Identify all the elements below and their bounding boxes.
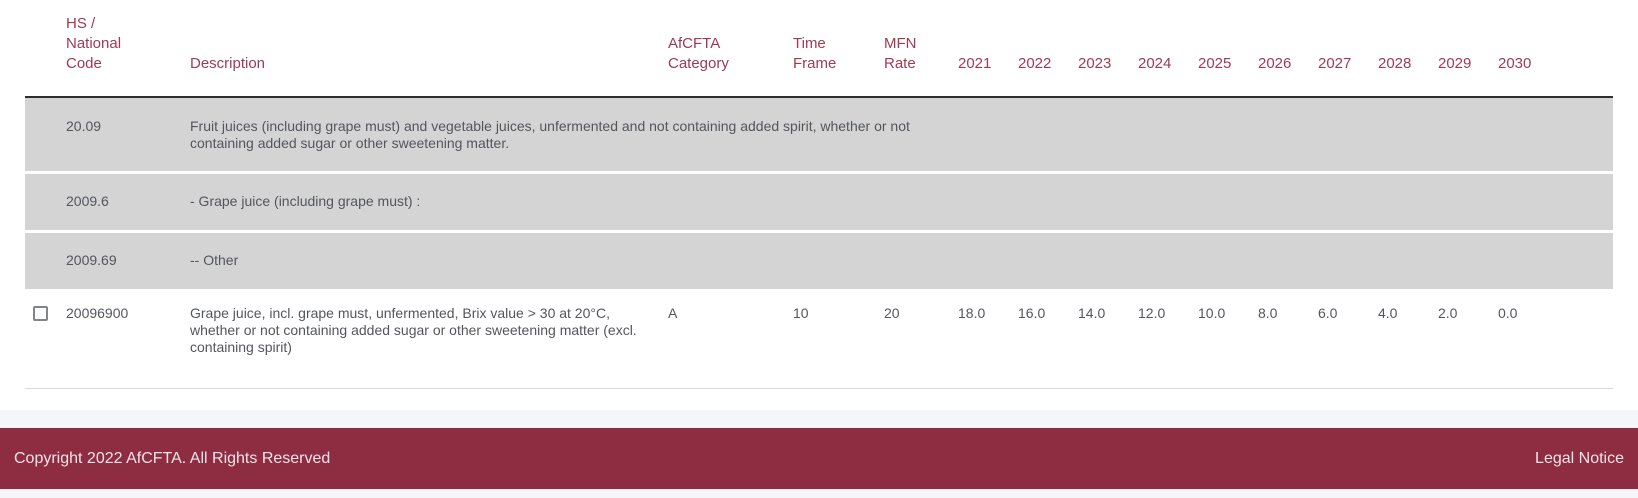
product-description: Grape juice, incl. grape must, unferment… — [190, 305, 637, 355]
year-header-2026: 2026 — [1258, 0, 1318, 98]
checkbox-cell-empty — [25, 231, 58, 292]
checkbox-cell — [25, 290, 58, 389]
rate-cell-2028: 4.0 — [1378, 290, 1438, 389]
year-header-2028: 2028 — [1378, 0, 1438, 98]
year-header-2023: 2023 — [1078, 0, 1138, 98]
col-header-description: Description — [190, 0, 668, 98]
col-header-code-label: HS / National Code — [66, 15, 122, 72]
col-header-time-frame: Time Frame — [793, 0, 884, 98]
col-header-category-label: AfCFTA Category — [668, 35, 729, 72]
group-description: Fruit juices (including grape must) and … — [190, 118, 910, 151]
description-cell: - Grape juice (including grape must) : — [190, 172, 1613, 233]
hs-code-cell: 2009.6 — [58, 172, 190, 233]
tariff-table-section: HS / National Code Description AfCFTA Ca… — [25, 0, 1613, 389]
hs-code-cell: 2009.69 — [58, 231, 190, 292]
spacer-cell — [1558, 290, 1613, 389]
table-header: HS / National Code Description AfCFTA Ca… — [25, 0, 1613, 98]
copyright-text: Copyright 2022 AfCFTA. All Rights Reserv… — [14, 449, 331, 467]
time-frame-cell: 10 — [793, 290, 884, 389]
hs-code-cell: 20.09 — [58, 97, 190, 174]
rate-cell-2027: 6.0 — [1318, 290, 1378, 389]
rate-cell-2021: 18.0 — [958, 290, 1018, 389]
category-cell: A — [668, 290, 793, 389]
hs-code-cell: 20096900 — [58, 290, 190, 389]
checkbox-cell-empty — [25, 172, 58, 233]
table-row-subheading-2009-6: 2009.6 - Grape juice (including grape mu… — [25, 172, 1613, 233]
group-description: -- Other — [190, 252, 239, 268]
rate-cell-2022: 16.0 — [1018, 290, 1078, 389]
col-header-checkbox — [25, 0, 58, 98]
col-header-description-label: Description — [190, 55, 266, 72]
col-header-code: HS / National Code — [58, 0, 190, 98]
rate-cell-2023: 14.0 — [1078, 290, 1138, 389]
rate-cell-2026: 8.0 — [1258, 290, 1318, 389]
description-cell: -- Other — [190, 231, 1613, 292]
site-footer: Copyright 2022 AfCFTA. All Rights Reserv… — [0, 428, 1638, 489]
page-bottom-band — [0, 489, 1638, 498]
col-header-category: AfCFTA Category — [668, 0, 793, 98]
col-header-time-frame-label: Time Frame — [793, 35, 837, 72]
description-cell: Fruit juices (including grape must) and … — [190, 97, 1613, 174]
col-header-spacer — [1558, 0, 1613, 98]
year-header-2022: 2022 — [1018, 0, 1078, 98]
year-header-2021: 2021 — [958, 0, 1018, 98]
table-header-row: HS / National Code Description AfCFTA Ca… — [25, 0, 1613, 98]
page-background-band — [0, 410, 1638, 428]
table-row-product-20096900: 20096900 Grape juice, incl. grape must, … — [25, 290, 1613, 389]
year-header-2027: 2027 — [1318, 0, 1378, 98]
year-header-2025: 2025 — [1198, 0, 1258, 98]
col-header-mfn-rate-label: MFN Rate — [884, 35, 917, 72]
checkbox-cell-empty — [25, 97, 58, 174]
table-body: 20.09 Fruit juices (including grape must… — [25, 97, 1613, 389]
rate-cell-2029: 2.0 — [1438, 290, 1498, 389]
rate-cell-2024: 12.0 — [1138, 290, 1198, 389]
rate-cell-2025: 10.0 — [1198, 290, 1258, 389]
mfn-rate-cell: 20 — [884, 290, 958, 389]
legal-notice-link[interactable]: Legal Notice — [1535, 449, 1624, 467]
rate-cell-2030: 0.0 — [1498, 290, 1558, 389]
year-header-2030: 2030 — [1498, 0, 1558, 98]
year-header-2029: 2029 — [1438, 0, 1498, 98]
tariff-table: HS / National Code Description AfCFTA Ca… — [25, 0, 1613, 389]
row-checkbox[interactable] — [33, 306, 48, 321]
content-bottom-whitespace — [0, 389, 1638, 410]
year-header-2024: 2024 — [1138, 0, 1198, 98]
col-header-mfn-rate: MFN Rate — [884, 0, 958, 98]
table-row-heading-2009: 20.09 Fruit juices (including grape must… — [25, 97, 1613, 174]
group-description: - Grape juice (including grape must) : — [190, 193, 421, 209]
description-cell: Grape juice, incl. grape must, unferment… — [190, 290, 668, 389]
table-row-subheading-2009-69: 2009.69 -- Other — [25, 231, 1613, 292]
